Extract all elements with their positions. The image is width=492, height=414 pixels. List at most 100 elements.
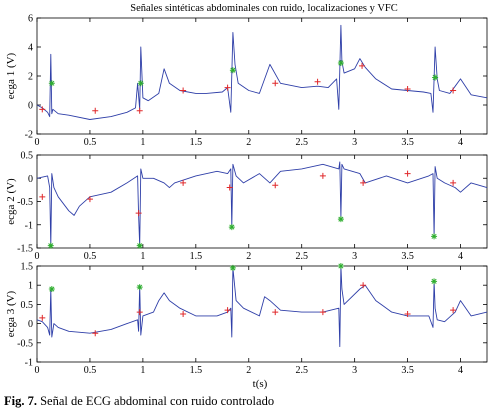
r-peak-marker xyxy=(228,224,235,231)
caption-text: Señal de ECG abdominal con ruido control… xyxy=(40,394,275,408)
ecg-trace xyxy=(36,265,488,348)
y-tick-label: 1.5 xyxy=(21,262,34,273)
ecg-trace xyxy=(36,24,488,120)
y-tick-label: -1.5 xyxy=(17,244,33,255)
location-marker xyxy=(180,311,187,317)
r-peak-marker xyxy=(337,59,344,66)
x-tick-label: 3.5 xyxy=(401,137,414,148)
r-peak-marker xyxy=(47,242,54,249)
x-tick-label: 3 xyxy=(352,365,357,376)
location-marker xyxy=(272,309,279,316)
location-marker xyxy=(39,314,46,321)
r-peak-marker xyxy=(136,242,143,249)
x-tick-label: 4 xyxy=(458,137,463,148)
r-peak-marker xyxy=(48,286,55,293)
y-tick-label: 6 xyxy=(28,14,33,25)
r-peak-marker xyxy=(137,80,144,87)
location-marker xyxy=(272,80,279,87)
location-marker xyxy=(319,172,326,179)
y-axis-title: ecga 2 (V) xyxy=(5,178,17,225)
ecg-figure: Señales sintéticas abdominales con ruido… xyxy=(5,3,488,390)
location-marker xyxy=(180,87,187,94)
location-marker xyxy=(360,282,367,289)
caption-label: Fig. 7. xyxy=(4,394,37,408)
y-tick-label: -0.5 xyxy=(17,338,33,349)
location-marker xyxy=(92,107,99,114)
x-tick-label: 4 xyxy=(458,365,463,376)
location-marker xyxy=(404,311,411,317)
x-tick-label: 0 xyxy=(35,365,40,376)
x-tick-label: 0 xyxy=(35,251,40,262)
location-marker xyxy=(86,196,93,203)
y-axis-title: ecga 3 (V) xyxy=(5,290,17,337)
y-tick-label: 1 xyxy=(28,281,33,292)
y-tick-label: -1 xyxy=(25,220,33,231)
r-peak-marker xyxy=(337,216,344,223)
x-tick-label: 3 xyxy=(352,251,357,262)
location-marker xyxy=(135,210,142,217)
chart-title: Señales sintéticas abdominales con ruido… xyxy=(130,3,398,14)
x-tick-label: 2.5 xyxy=(295,137,308,148)
x-tick-label: 1 xyxy=(140,137,145,148)
ecg-trace xyxy=(36,161,488,247)
location-marker xyxy=(404,170,411,177)
location-marker xyxy=(39,193,46,200)
x-tick-label: 2 xyxy=(246,251,251,262)
x-tick-label: 1.5 xyxy=(190,251,203,262)
x-tick-label: 3.5 xyxy=(401,251,414,262)
y-tick-label: 4 xyxy=(28,43,33,54)
location-marker xyxy=(136,309,143,316)
x-tick-label: 1 xyxy=(140,251,145,262)
y-tick-label: 0 xyxy=(28,174,33,185)
y-tick-label: -0.5 xyxy=(17,197,33,208)
x-tick-label: 1.5 xyxy=(190,365,203,376)
x-tick-label: 2.5 xyxy=(295,365,308,376)
location-marker xyxy=(39,106,46,113)
x-tick-label: 3.5 xyxy=(401,365,414,376)
r-peak-marker xyxy=(432,74,439,81)
y-tick-label: 2 xyxy=(28,72,33,83)
location-marker xyxy=(136,107,143,114)
panel-3: -1 -0.5 0 0.5 1 1.5 0 0.5 1 1.5 2 2.5 3 3.5 4 ecga 3 (V… xyxy=(5,262,488,376)
x-tick-label: 0 xyxy=(35,137,40,148)
r-peak-marker xyxy=(136,284,143,291)
x-tick-label: 2 xyxy=(246,137,251,148)
r-peak-marker xyxy=(337,263,344,269)
x-tick-label: 4 xyxy=(458,251,463,262)
location-marker xyxy=(450,307,457,314)
plot-frame xyxy=(36,17,488,135)
x-tick-label: 2.5 xyxy=(295,251,308,262)
y-tick-label: -1 xyxy=(25,358,33,369)
x-tick-label: 3 xyxy=(352,137,357,148)
x-tick-label: 0.5 xyxy=(84,251,97,262)
x-tick-label: 0.5 xyxy=(84,365,97,376)
figure-caption: Fig. 7. Señal de ECG abdominal con ruido… xyxy=(4,394,274,409)
location-marker xyxy=(450,87,457,94)
r-peak-marker xyxy=(431,233,438,240)
r-peak-marker xyxy=(431,278,438,285)
y-tick-label: 0 xyxy=(28,319,33,330)
plot-frame xyxy=(36,265,488,363)
plot-frame xyxy=(36,154,488,249)
y-axis-title: ecga 1 (V) xyxy=(5,52,17,99)
panel-2: -1.5 -1 -0.5 0 0.5 0 0.5 1 1.5 2 2.5 3 3.5 4 ecga 2 (V… xyxy=(5,151,488,262)
y-tick-label: -2 xyxy=(25,130,33,141)
location-marker xyxy=(180,179,187,186)
location-marker xyxy=(226,184,233,191)
y-tick-label: 0 xyxy=(28,101,33,112)
location-marker xyxy=(272,182,279,189)
y-tick-label: 0.5 xyxy=(21,151,34,162)
location-marker xyxy=(360,179,367,186)
location-marker xyxy=(92,330,99,337)
x-tick-label: 0.5 xyxy=(84,137,97,148)
location-marker xyxy=(404,86,411,93)
location-marker xyxy=(359,62,366,69)
x-axis-title: t(s) xyxy=(253,378,268,390)
r-peak-marker xyxy=(48,80,55,87)
location-marker xyxy=(450,179,457,186)
r-peak-marker xyxy=(229,67,236,74)
location-marker xyxy=(319,309,326,316)
location-marker xyxy=(224,307,231,314)
y-tick-label: 0.5 xyxy=(21,300,34,311)
